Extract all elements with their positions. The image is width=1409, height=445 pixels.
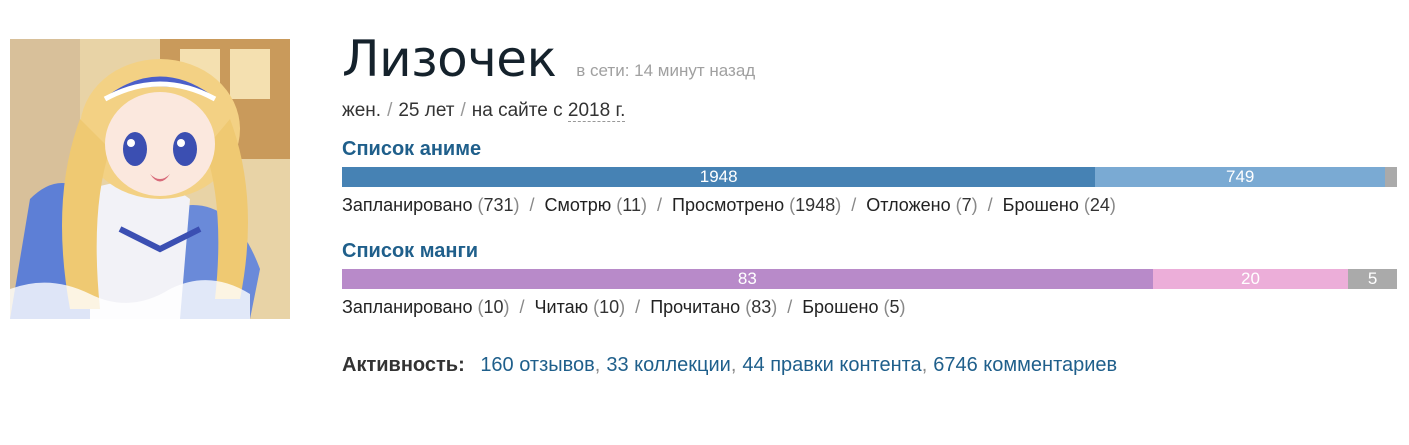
activity-link[interactable]: 44 правки контента — [742, 354, 922, 376]
stats-separator: / — [787, 297, 793, 317]
manga-list-title[interactable]: Список манги — [342, 240, 479, 262]
stat-label: Брошено — [802, 297, 879, 317]
manga-stat-item[interactable]: Читаю (10) — [534, 297, 626, 317]
manga-list-block: Список манги 83 20 5 Запланировано (10) / Чи… — [342, 238, 1397, 320]
age: 25 лет — [398, 100, 455, 121]
manga-stat-item[interactable]: Запланировано (10) — [342, 297, 510, 317]
stat-count: 11 — [622, 195, 641, 215]
online-status: в сети: 14 минут назад — [576, 61, 756, 80]
gender: жен. — [342, 100, 382, 121]
stat-label: Смотрю — [544, 195, 612, 215]
stat-label: Прочитано — [650, 297, 741, 317]
anime-bar-segment[interactable]: 749 — [1095, 167, 1385, 187]
stats-separator: / — [635, 297, 641, 317]
manga-bar-segment[interactable]: 83 — [342, 269, 1153, 289]
stats-separator: / — [656, 195, 662, 215]
anime-stats: Запланировано (731) / Смотрю (11) / Просмотр… — [342, 192, 1397, 218]
anime-list-block: Список аниме 1948 749 Запланировано (731)… — [342, 136, 1397, 218]
stat-count: 83 — [751, 297, 772, 317]
stat-label: Запланировано — [342, 195, 473, 215]
manga-stats: Запланировано (10) / Читаю (10) / Прочитано … — [342, 294, 1397, 320]
anime-stat-item[interactable]: Смотрю (11) — [544, 195, 647, 215]
info-separator: / — [460, 100, 466, 121]
name-row: Лизочек в сети: 14 минут назад — [342, 30, 1397, 90]
anime-stat-item[interactable]: Запланировано (731) — [342, 195, 520, 215]
stat-count: 7 — [961, 195, 972, 215]
stat-count: 10 — [599, 297, 620, 317]
profile-content: Лизочек в сети: 14 минут назад жен./25 л… — [342, 30, 1397, 380]
manga-progress-bar: 83 20 5 — [342, 269, 1397, 289]
manga-bar-segment[interactable]: 20 — [1152, 269, 1349, 289]
stat-label: Брошено — [1002, 195, 1079, 215]
stat-count: 1948 — [795, 195, 836, 215]
stat-count: 5 — [889, 297, 900, 317]
anime-stat-item[interactable]: Отложено (7) — [866, 195, 978, 215]
anime-progress-bar: 1948 749 — [342, 167, 1397, 187]
avatar[interactable] — [10, 39, 290, 319]
stats-separator: / — [529, 195, 535, 215]
avatar-illustration — [10, 39, 290, 319]
activity-label: Активность: — [342, 354, 465, 376]
manga-stat-item[interactable]: Прочитано (83) — [650, 297, 778, 317]
stats-separator: / — [851, 195, 857, 215]
on-site-year[interactable]: 2018 г. — [567, 100, 626, 122]
manga-stat-item[interactable]: Брошено (5) — [802, 297, 906, 317]
stat-count: 24 — [1089, 195, 1110, 215]
info-separator: / — [387, 100, 393, 121]
activity-link[interactable]: 6746 комментариев — [933, 354, 1118, 376]
activity-link[interactable]: 160 отзывов — [480, 354, 595, 376]
stat-label: Запланировано — [342, 297, 473, 317]
stats-separator: / — [987, 195, 993, 215]
manga-bar-segment[interactable]: 5 — [1348, 269, 1397, 289]
on-site-prefix: на сайте с — [471, 100, 563, 121]
anime-stat-item[interactable]: Брошено (24) — [1002, 195, 1116, 215]
anime-bar-segment[interactable] — [1385, 167, 1397, 187]
anime-list-title[interactable]: Список аниме — [342, 138, 482, 160]
anime-bar-segment[interactable]: 1948 — [342, 167, 1096, 187]
stat-label: Просмотрено — [672, 195, 785, 215]
stat-label: Отложено — [866, 195, 951, 215]
user-nickname: Лизочек — [342, 30, 557, 88]
stats-separator: / — [519, 297, 525, 317]
stat-count: 10 — [483, 297, 504, 317]
anime-stat-item[interactable]: Просмотрено (1948) — [672, 195, 842, 215]
stat-label: Читаю — [534, 297, 589, 317]
activity-link[interactable]: 33 коллекции — [606, 354, 731, 376]
stat-count: 731 — [483, 195, 514, 215]
activity-row: Активность: 160 отзывов, 33 коллекции, 44 … — [342, 354, 1118, 376]
user-info: жен./25 лет / на сайте с 2018 г. — [342, 96, 1397, 126]
